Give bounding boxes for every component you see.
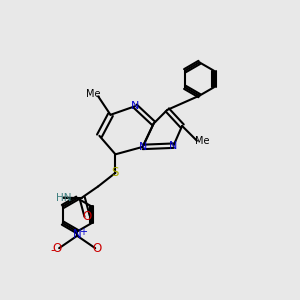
Text: O: O — [52, 242, 62, 255]
Text: Me: Me — [195, 136, 210, 146]
Text: +: + — [79, 227, 87, 238]
Text: N: N — [73, 228, 82, 241]
Text: N: N — [169, 141, 178, 151]
Text: N: N — [138, 142, 147, 152]
Text: O: O — [82, 209, 92, 223]
Text: -: - — [50, 244, 55, 257]
Text: O: O — [93, 242, 102, 255]
Text: S: S — [112, 166, 119, 179]
Text: Me: Me — [86, 89, 101, 99]
Text: HN: HN — [56, 193, 71, 202]
Text: N: N — [131, 101, 140, 111]
